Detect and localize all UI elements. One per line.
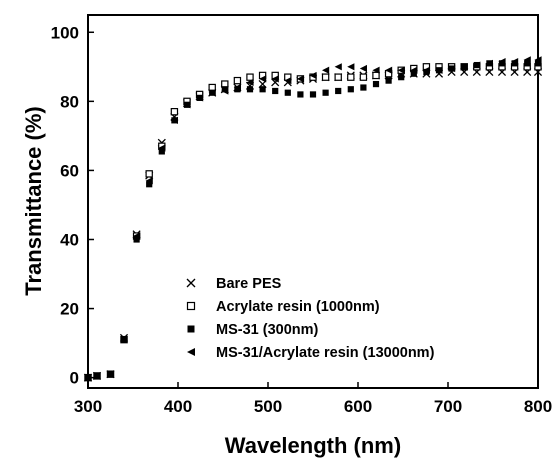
legend: Bare PES Acrylate resin (1000nm) MS-31 (30… xyxy=(186,276,435,361)
data-point xyxy=(233,83,241,92)
data-point xyxy=(259,86,266,93)
x-tick-label: 400 xyxy=(164,397,192,416)
data-point xyxy=(534,56,542,64)
data-point xyxy=(347,63,355,71)
x-tick-label: 800 xyxy=(524,397,552,416)
data-point xyxy=(422,66,430,74)
data-point xyxy=(460,63,468,71)
x-tick-label: 600 xyxy=(344,397,372,416)
data-point xyxy=(322,66,330,74)
data-point xyxy=(410,66,418,74)
data-point xyxy=(158,144,166,152)
data-point xyxy=(321,73,330,81)
data-point xyxy=(498,58,506,66)
data-point xyxy=(246,78,254,86)
data-point xyxy=(360,84,367,91)
data-point xyxy=(448,64,456,73)
data-point xyxy=(524,60,531,67)
series-4 xyxy=(84,56,542,382)
data-point xyxy=(296,75,304,83)
data-point xyxy=(334,73,342,81)
data-point xyxy=(233,76,242,85)
x-axis-title: Wavelength (nm) xyxy=(225,433,401,458)
legend-label: Acrylate resin (1000nm) xyxy=(216,299,380,315)
data-point xyxy=(511,58,519,66)
y-tick-label: 80 xyxy=(60,92,79,111)
legend-marker xyxy=(187,325,195,333)
data-point xyxy=(284,89,291,96)
data-point xyxy=(284,77,292,85)
x-tick-label: 700 xyxy=(434,397,462,416)
data-point xyxy=(272,87,279,95)
data-point xyxy=(309,91,317,98)
data-point xyxy=(145,177,153,185)
data-point xyxy=(398,74,405,81)
y-tick-label: 40 xyxy=(60,230,79,249)
data-point xyxy=(372,66,380,74)
data-point xyxy=(133,236,140,243)
data-point xyxy=(523,56,531,64)
data-point xyxy=(133,232,141,240)
data-point xyxy=(410,70,417,77)
data-point xyxy=(335,87,342,95)
data-point xyxy=(347,86,354,93)
data-point xyxy=(146,181,153,188)
data-point xyxy=(170,116,178,124)
data-point xyxy=(485,59,493,67)
y-axis-title: Transmittance (%) xyxy=(21,106,46,296)
data-point xyxy=(93,372,101,380)
legend-label: Bare PES xyxy=(216,276,282,292)
x-tick-label: 500 xyxy=(254,397,282,416)
data-point xyxy=(372,71,380,80)
data-point xyxy=(246,86,254,93)
y-tick-label: 20 xyxy=(60,300,79,319)
data-point xyxy=(334,63,342,71)
data-point xyxy=(208,89,216,97)
legend-marker xyxy=(186,278,196,288)
data-point xyxy=(271,75,279,83)
data-point xyxy=(385,77,392,84)
y-tick-label: 0 xyxy=(70,369,79,388)
data-point xyxy=(372,80,380,88)
data-marks xyxy=(83,56,543,382)
legend-label: MS-31/Acrylate resin (13000nm) xyxy=(216,345,435,361)
data-point xyxy=(309,71,317,80)
data-point xyxy=(84,374,92,382)
data-point xyxy=(534,60,542,67)
data-point xyxy=(120,336,128,344)
data-point xyxy=(297,91,304,98)
data-point xyxy=(183,101,191,109)
x-tick-label: 300 xyxy=(74,397,102,416)
data-point xyxy=(196,94,204,102)
data-point xyxy=(397,66,405,74)
y-tick-label: 60 xyxy=(60,161,79,180)
data-point xyxy=(359,73,368,81)
data-point xyxy=(158,148,165,155)
data-point xyxy=(145,170,153,178)
data-point xyxy=(246,73,254,81)
legend-marker xyxy=(187,348,195,356)
data-point xyxy=(347,73,355,81)
plot-frame xyxy=(87,14,539,389)
data-point xyxy=(221,87,229,95)
data-point xyxy=(106,370,115,378)
data-point xyxy=(359,64,367,73)
data-point xyxy=(473,61,481,69)
data-point xyxy=(259,75,267,83)
data-point xyxy=(170,108,179,116)
legend-marker xyxy=(186,301,196,311)
y-tick-label: 100 xyxy=(51,23,79,42)
axis-ticks: 300 400 500 600 700 800 0 20 40 60 80 100 xyxy=(51,23,553,416)
data-point xyxy=(385,66,393,74)
data-point xyxy=(322,89,329,96)
data-point xyxy=(435,66,443,74)
legend-label: MS-31 (300nm) xyxy=(216,322,319,338)
